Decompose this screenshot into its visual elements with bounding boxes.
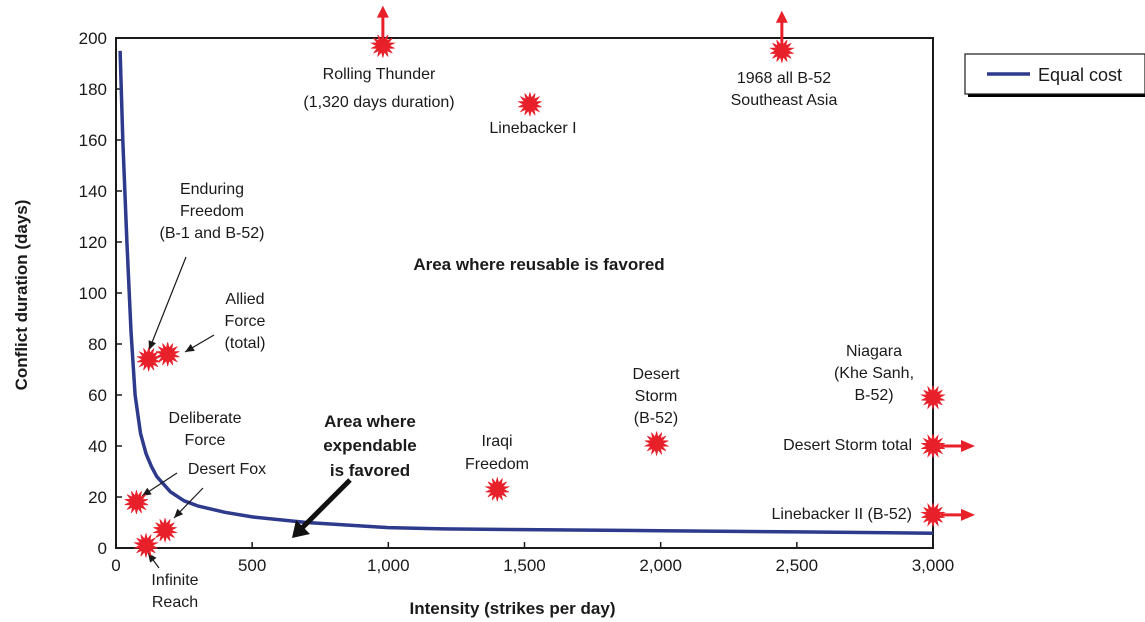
pointer-head-deliberate-force bbox=[142, 487, 152, 496]
marker-layer bbox=[124, 5, 975, 558]
label-desert-fox: Desert Fox bbox=[188, 461, 266, 478]
x-tick-label: 2,500 bbox=[776, 556, 819, 575]
y-tick-label: 60 bbox=[88, 386, 107, 405]
label-niagara: Niagara bbox=[846, 343, 902, 360]
marker-desert-fox bbox=[152, 518, 178, 544]
marker-allied-force bbox=[155, 342, 180, 367]
marker-linebacker-i bbox=[518, 92, 542, 117]
pointer-enduring-freedom bbox=[148, 256, 187, 351]
legend-label: Equal cost bbox=[1038, 65, 1122, 85]
x-axis-title: Intensity (strikes per day) bbox=[410, 599, 616, 618]
label-allied-force: Force bbox=[225, 313, 266, 330]
marker-iraqi-freedom bbox=[484, 476, 511, 502]
label-niagara: B-52) bbox=[854, 387, 893, 404]
arrow-up-head bbox=[775, 10, 788, 23]
label-enduring-freedom: (B-1 and B-52) bbox=[160, 225, 265, 242]
label-allied-force: (total) bbox=[225, 335, 266, 352]
x-tick-label: 500 bbox=[238, 556, 266, 575]
equal-cost-curve-layer bbox=[118, 50, 934, 535]
expendable-arrow-shaft bbox=[300, 478, 352, 530]
marker-rolling-thunder bbox=[370, 32, 396, 58]
y-tick-label: 40 bbox=[88, 437, 107, 456]
pointer-head-desert-fox bbox=[174, 508, 184, 518]
marker-b52-1968 bbox=[769, 37, 795, 63]
region-expendable-label: is favored bbox=[330, 461, 410, 480]
y-tick-label: 20 bbox=[88, 488, 107, 507]
marker-desert-storm-b52 bbox=[643, 431, 670, 457]
legend: Equal cost bbox=[964, 53, 1145, 97]
marker-enduring-freedom bbox=[136, 347, 161, 372]
marker-deliberate-force bbox=[124, 490, 149, 515]
region-expendable-label: expendable bbox=[323, 436, 417, 455]
arrow-right-head bbox=[961, 440, 975, 452]
label-b52-1968: Southeast Asia bbox=[731, 92, 838, 109]
x-tick-label: 0 bbox=[111, 556, 120, 575]
expendable-arrow-head bbox=[292, 520, 310, 538]
label-enduring-freedom: Freedom bbox=[180, 203, 244, 220]
marker-desert-storm-total bbox=[921, 433, 945, 459]
marker-niagara bbox=[920, 385, 946, 410]
label-rolling-thunder: Rolling Thunder bbox=[323, 66, 436, 83]
region-reusable-label: Area where reusable is favored bbox=[413, 255, 664, 274]
label-infinite-reach: Reach bbox=[152, 594, 198, 611]
label-linebacker-i: Linebacker I bbox=[489, 120, 576, 137]
arrow-right-head bbox=[961, 508, 975, 521]
y-tick-label: 120 bbox=[79, 233, 107, 252]
label-linebacker-ii: Linebacker II (B-52) bbox=[771, 506, 912, 523]
y-tick-label: 140 bbox=[79, 182, 107, 201]
label-infinite-reach: Infinite bbox=[151, 572, 198, 589]
y-tick-label: 180 bbox=[79, 80, 107, 99]
label-iraqi-freedom: Iraqi bbox=[481, 433, 512, 450]
y-tick-label: 160 bbox=[79, 131, 107, 150]
label-desert-storm-b52: Desert bbox=[632, 366, 680, 383]
axes: 0 500 1,000 1,500 2,000 2,500 3,000 0 20 40 60 80 10… bbox=[12, 29, 954, 618]
x-tick-label: 1,500 bbox=[503, 556, 546, 575]
y-tick-label: 0 bbox=[98, 539, 107, 558]
label-rolling-thunder: (1,320 days duration) bbox=[303, 94, 454, 111]
label-iraqi-freedom: Freedom bbox=[465, 456, 529, 473]
label-niagara: (Khe Sanh, bbox=[834, 365, 914, 382]
x-tick-label: 2,000 bbox=[639, 556, 682, 575]
arrow-up-head bbox=[376, 5, 389, 18]
x-tick-label: 1,000 bbox=[367, 556, 410, 575]
y-tick-label: 100 bbox=[79, 284, 107, 303]
label-desert-storm-b52: Storm bbox=[635, 388, 678, 405]
pointer-head-enduring-freedom bbox=[148, 340, 156, 350]
label-allied-force: Allied bbox=[225, 291, 264, 308]
label-enduring-freedom: Enduring bbox=[180, 181, 244, 198]
y-tick-label: 200 bbox=[79, 29, 107, 48]
region-expendable-label: Area where bbox=[324, 412, 416, 431]
label-desert-storm-b52: (B-52) bbox=[634, 410, 678, 427]
label-b52-1968: 1968 all B-52 bbox=[737, 70, 831, 87]
label-desert-storm-total: Desert Storm total bbox=[783, 437, 912, 454]
marker-infinite-reach bbox=[133, 532, 159, 558]
x-tick-label: 3,000 bbox=[912, 556, 955, 575]
y-axis-title: Conflict duration (days) bbox=[12, 200, 31, 391]
pointer-head-allied-force bbox=[185, 344, 195, 352]
equal-cost-line bbox=[118, 50, 934, 535]
label-layer: Rolling Thunder (1,320 days duration) 1968… bbox=[151, 66, 914, 611]
marker-linebacker-ii bbox=[920, 502, 946, 527]
label-deliberate-force: Deliberate bbox=[169, 410, 242, 427]
y-tick-label: 80 bbox=[88, 335, 107, 354]
label-deliberate-force: Force bbox=[185, 432, 226, 449]
